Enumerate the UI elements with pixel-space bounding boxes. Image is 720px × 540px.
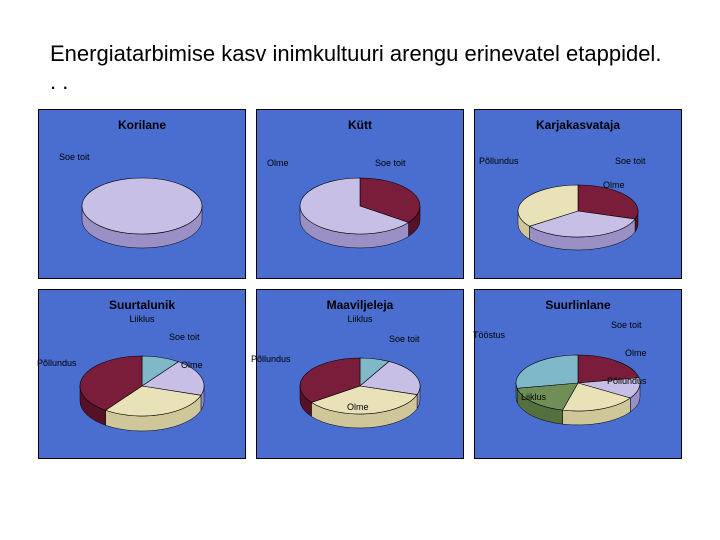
slice-label: Soe toit: [611, 320, 642, 330]
slice-label: Olme: [267, 158, 289, 168]
chart-panel: Kütt Olme Soe toit: [256, 109, 464, 279]
panel-title: Suurtalunik: [109, 298, 175, 312]
chart-grid: KorilaneSoe toitKüttOlmeSoe toitKarjakas…: [0, 109, 720, 489]
panel-title: Suurlinlane: [545, 298, 610, 312]
slice-label: Olme: [625, 348, 647, 358]
panel-subtitle: Liiklus: [129, 314, 154, 324]
pie-chart: Tööstus Soe toit Olme Põllundus Liiklus: [475, 314, 681, 458]
slice-label: Põllundus: [37, 358, 77, 368]
panel-title: Maaviljeleja: [327, 298, 394, 312]
page-title: Energiatarbimise kasv inimkultuuri areng…: [0, 0, 720, 109]
slice-label: Soe toit: [169, 332, 200, 342]
slice-label: Soe toit: [375, 158, 406, 168]
chart-panel: MaaviljelejaLiiklusSoe toitOlmePõllundus: [256, 289, 464, 459]
pie-chart: Soe toitOlmePõllundus: [257, 324, 463, 458]
slice-label: Soe toit: [615, 156, 646, 166]
slice-label: Liiklus: [521, 392, 546, 402]
chart-panel: Korilane Soe toit: [38, 109, 246, 279]
slice-label: Põllundus: [479, 156, 519, 166]
pie-chart: Põllundus Soe toit Olme: [475, 134, 681, 278]
chart-panel: Karjakasvataja Põllundus Soe toit Olme: [474, 109, 682, 279]
slice-label: Soe toit: [59, 152, 90, 162]
chart-panel: Suurlinlane Tööstus Soe toit Olme Põllundus L…: [474, 289, 682, 459]
panel-title: Korilane: [118, 118, 166, 132]
slice-label: Olme: [181, 360, 203, 370]
panel-title: Karjakasvataja: [536, 118, 620, 132]
slice-label: Põllundus: [607, 376, 647, 386]
pie-chart: Soe toit: [39, 134, 245, 278]
slice-label: Põllundus: [251, 354, 291, 364]
slice-label: Olme: [347, 402, 369, 412]
slice-label: Soe toit: [389, 334, 420, 344]
panel-subtitle: Liiklus: [347, 314, 372, 324]
slice-label: Olme: [603, 180, 625, 190]
slice-label: Tööstus: [473, 330, 505, 340]
panel-title: Kütt: [348, 118, 372, 132]
pie-chart: Olme Soe toit: [257, 134, 463, 278]
pie-chart: Soe toit Olme Põllundus: [39, 324, 245, 458]
chart-panel: Suurtalunik Liiklus Soe toit Olme Põllundus: [38, 289, 246, 459]
